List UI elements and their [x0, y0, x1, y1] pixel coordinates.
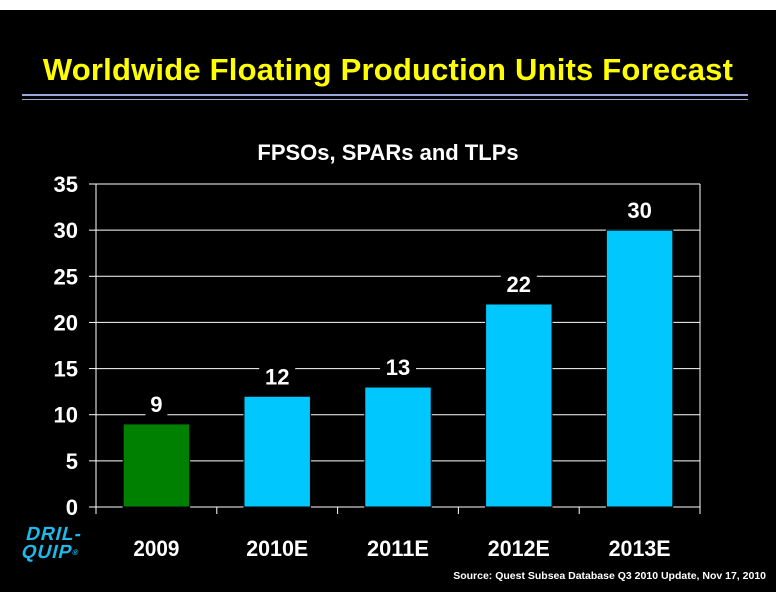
title-divider [22, 94, 748, 96]
data-label-bg [500, 270, 537, 297]
bar-2009 [122, 423, 191, 508]
source-note: Source: Quest Subsea Database Q3 2010 Up… [453, 570, 766, 582]
x-tick-label: 2013E [609, 536, 671, 561]
y-tick-label: 5 [66, 449, 78, 474]
data-label: 22 [507, 272, 531, 297]
y-tick-label: 20 [54, 310, 78, 335]
title-divider-thin [22, 99, 748, 100]
data-label: 12 [265, 364, 289, 389]
data-label: 30 [627, 198, 651, 223]
y-tick-label: 30 [54, 218, 78, 243]
data-label: 13 [386, 355, 410, 380]
bar-2012e [485, 303, 553, 508]
x-tick-label: 2010E [246, 536, 308, 561]
bar-2010e [243, 395, 311, 508]
bar-2011e [364, 386, 432, 508]
data-label-bg [145, 390, 168, 417]
data-label-bg [621, 197, 658, 224]
bar-2013e [605, 229, 674, 508]
y-tick-label: 15 [54, 357, 78, 382]
chart-title: FPSOs, SPARs and TLPs [257, 140, 519, 165]
x-tick-label: 2011E [367, 536, 429, 561]
data-label-bg [259, 363, 296, 390]
dril-quip-logo: DRIL- QUIP® [19, 524, 85, 563]
x-tick-label: 2012E [488, 536, 550, 561]
y-tick-label: 10 [54, 403, 78, 428]
y-tick-label: 35 [54, 172, 78, 197]
y-tick-label: 0 [66, 495, 78, 520]
slide-title: Worldwide Floating Production Units Fore… [42, 52, 734, 87]
y-tick-label: 25 [54, 264, 78, 289]
data-label-bg [380, 354, 416, 381]
x-tick-label: 2009 [133, 536, 179, 561]
logo-line-2: QUIP [19, 542, 75, 563]
data-label: 9 [150, 392, 162, 417]
